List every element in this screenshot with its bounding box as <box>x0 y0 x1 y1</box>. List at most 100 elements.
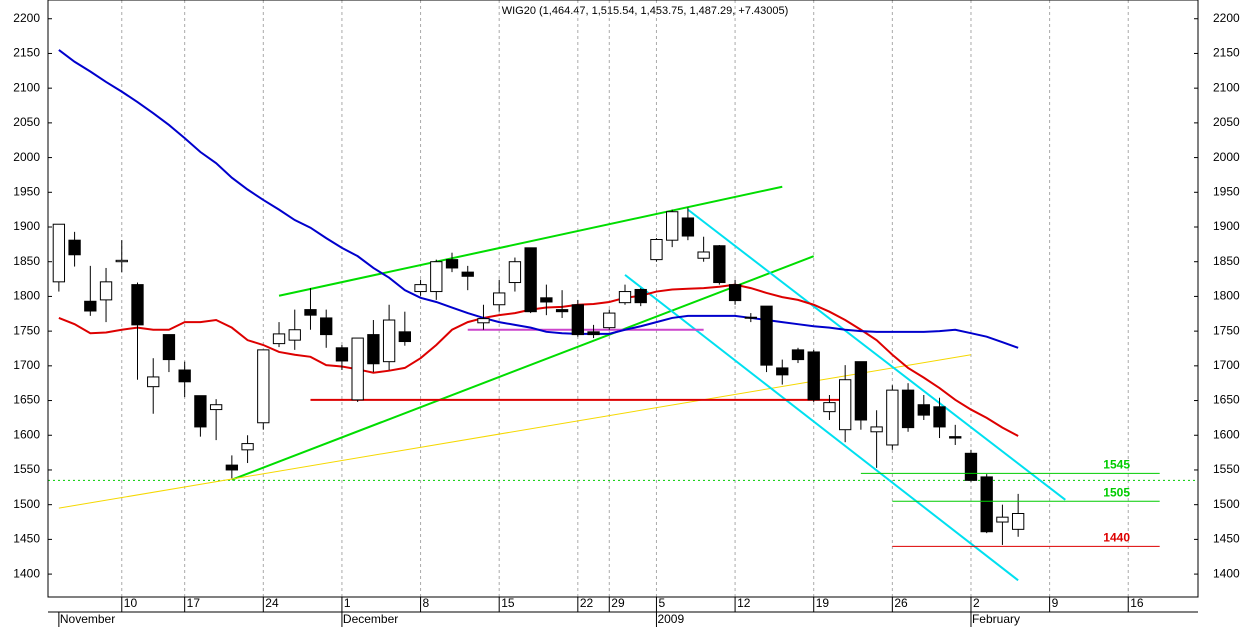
y-tick-label-right: 1550 <box>1213 462 1240 476</box>
y-tick-label: 1550 <box>13 462 40 476</box>
level-label: 1440 <box>1103 530 1130 544</box>
candle-body <box>839 379 852 431</box>
candle-body <box>162 334 176 361</box>
candle-body <box>524 247 537 313</box>
x-tick-label: 10 <box>124 596 138 610</box>
candle-body <box>493 292 506 306</box>
x-tick-label: 15 <box>501 596 515 610</box>
candle-body <box>886 389 899 446</box>
y-tick-label: 1500 <box>13 497 40 511</box>
candle-body <box>980 476 993 533</box>
y-tick-label-right: 1950 <box>1213 184 1240 198</box>
candle-body <box>776 367 789 376</box>
y-tick-label-right: 1900 <box>1213 219 1240 233</box>
candle-body <box>445 259 459 269</box>
y-tick-label-right: 1750 <box>1213 323 1240 337</box>
y-tick-label: 1600 <box>13 427 40 441</box>
candle-body <box>508 261 522 284</box>
candle-body <box>131 284 144 326</box>
candle-body <box>807 351 820 401</box>
candle-body <box>178 369 191 383</box>
candle-body <box>430 261 443 293</box>
candle-body <box>68 239 81 256</box>
candle-body <box>351 337 364 401</box>
candle-body <box>917 404 930 416</box>
x-tick-label: 16 <box>1130 596 1144 610</box>
trend-line <box>278 185 783 297</box>
candle-body <box>461 271 474 277</box>
x-tick-label: 5 <box>658 596 665 610</box>
y-tick-label: 1700 <box>13 358 40 372</box>
candle-body <box>697 251 710 259</box>
y-tick-label: 2200 <box>13 11 40 25</box>
candle-body <box>367 334 380 365</box>
candle-body <box>272 333 286 345</box>
x-tick-label: 17 <box>187 596 201 610</box>
y-tick-label-right: 2000 <box>1213 150 1240 164</box>
y-tick-label-right: 1400 <box>1213 566 1240 580</box>
candle-body <box>728 284 742 302</box>
candle-body <box>398 331 411 343</box>
y-tick-label-right: 1800 <box>1213 289 1240 303</box>
candle-body <box>477 318 490 324</box>
x-tick-label: 9 <box>1052 596 1059 610</box>
level-label: 1505 <box>1103 485 1130 499</box>
candle-body <box>1011 512 1025 530</box>
candle-body <box>901 389 915 429</box>
candle-body <box>99 281 113 301</box>
y-tick-label: 2000 <box>13 150 40 164</box>
x-tick-label: 26 <box>894 596 908 610</box>
candle-body <box>949 436 962 439</box>
plot-area <box>48 0 1198 597</box>
x-tick-label: 2 <box>973 596 980 610</box>
candle-body <box>933 406 946 428</box>
month-label: 2009 <box>657 612 684 626</box>
y-tick-label: 1800 <box>13 289 40 303</box>
candle-body <box>650 238 663 261</box>
candle-body <box>996 516 1009 523</box>
candle-body <box>115 259 128 263</box>
candle-body <box>225 464 239 471</box>
candle-body <box>335 347 349 362</box>
candle-body <box>414 284 427 293</box>
candle-body <box>964 452 978 481</box>
candle-body <box>713 245 726 284</box>
candle-body <box>666 211 679 241</box>
x-tick-label: 19 <box>816 596 830 610</box>
candle-body <box>603 312 616 329</box>
candle-body <box>870 426 883 433</box>
candle-body <box>760 305 773 366</box>
trend-line <box>624 274 1019 582</box>
y-tick-label: 1450 <box>13 532 40 546</box>
y-tick-label-right: 1650 <box>1213 393 1240 407</box>
x-tick-label: 8 <box>423 596 430 610</box>
x-tick-label: 12 <box>737 596 751 610</box>
y-tick-label-right: 1450 <box>1213 532 1240 546</box>
y-tick-label: 1900 <box>13 219 40 233</box>
month-label: November <box>60 612 115 626</box>
candle-body <box>241 443 254 451</box>
y-tick-label: 2150 <box>13 46 40 60</box>
y-tick-label-right: 2200 <box>1213 11 1240 25</box>
y-tick-label-right: 1500 <box>1213 497 1240 511</box>
month-label: December <box>343 612 398 626</box>
candle-body <box>382 319 396 363</box>
y-tick-label: 2050 <box>13 115 40 129</box>
moving-average <box>58 49 1019 349</box>
level-label: 1545 <box>1103 458 1130 472</box>
y-tick-label: 1650 <box>13 393 40 407</box>
candle-body <box>744 316 757 319</box>
candle-body <box>52 223 66 283</box>
candle-body <box>540 297 553 303</box>
y-tick-label-right: 1600 <box>1213 427 1240 441</box>
candle-body <box>587 331 600 336</box>
candle-body <box>288 329 301 341</box>
candle-body <box>854 361 868 421</box>
month-label: February <box>972 612 1020 626</box>
candle-body <box>634 288 647 304</box>
y-tick-label: 1750 <box>13 323 40 337</box>
y-tick-label: 2100 <box>13 80 40 94</box>
trend-line <box>231 255 815 481</box>
candle-body <box>194 395 207 428</box>
